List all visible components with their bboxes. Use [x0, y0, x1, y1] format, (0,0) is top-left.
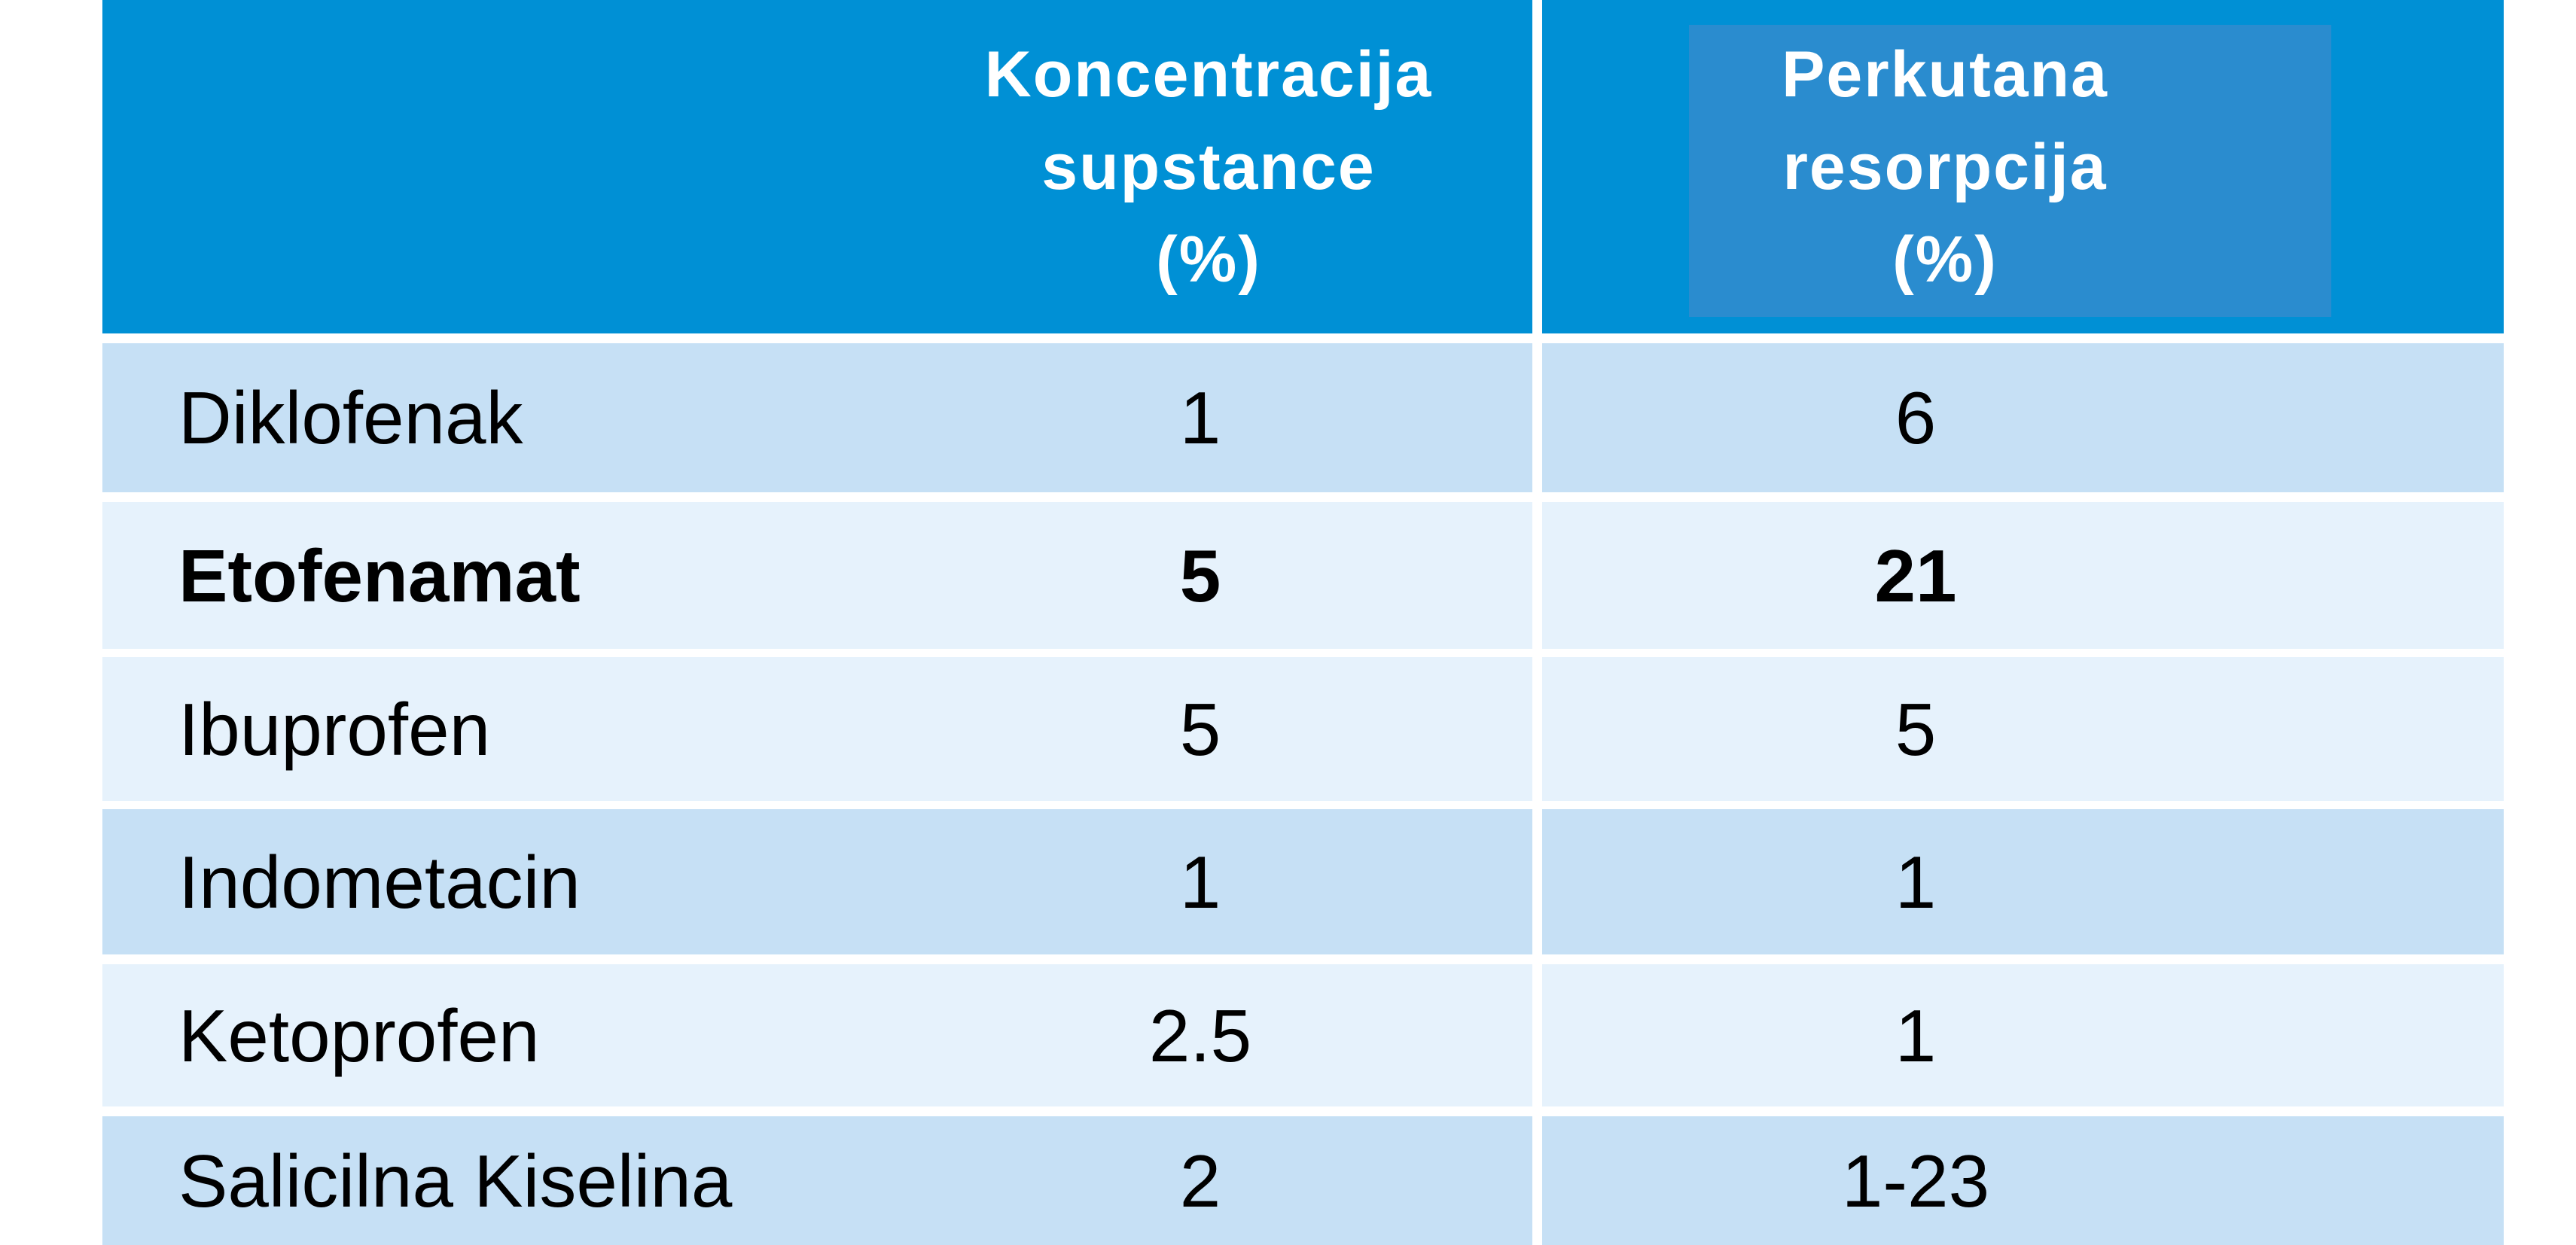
row-cell: [102, 809, 1532, 954]
concentration: 5: [1179, 534, 1221, 617]
row-cell: [102, 964, 1532, 1106]
concentration: 1: [1179, 840, 1221, 924]
concentration: 1: [1179, 376, 1221, 459]
resorption: 21: [1874, 534, 1957, 617]
header-text: Perkutana resorpcija (%): [1782, 38, 2108, 296]
header-highlight: [1689, 25, 2331, 317]
concentration: 2.5: [1148, 994, 1252, 1077]
resorption: 1-23: [1841, 1139, 1990, 1222]
row-cell: [102, 343, 1532, 492]
header-cell: [102, 0, 1532, 333]
substance-name: Indometacin: [178, 840, 581, 924]
substance-name: Diklofenak: [178, 376, 523, 459]
substance-name: Ketoprofen: [178, 994, 540, 1077]
row-cell: [1542, 1116, 2504, 1245]
resorption: 1: [1895, 840, 1937, 924]
row-cell: [102, 1116, 1532, 1245]
row-cell: [102, 657, 1532, 801]
resorption: 1: [1895, 994, 1937, 1077]
row-cell: [1542, 657, 2504, 801]
row-cell: [1542, 964, 2504, 1106]
row-cell: [102, 502, 1532, 649]
row-cell: [1542, 809, 2504, 954]
substance-name: Etofenamat: [178, 534, 581, 617]
row-cell: [1542, 502, 2504, 649]
concentration: 2: [1179, 1139, 1221, 1222]
substance-name: Salicilna Kiselina: [178, 1139, 733, 1222]
row-cell: [1542, 343, 2504, 492]
substance-name: Ibuprofen: [178, 687, 491, 771]
resorption: 6: [1895, 376, 1937, 459]
concentration: 5: [1179, 687, 1221, 771]
resorption: 5: [1895, 687, 1937, 771]
header-text: Koncentracija supstance (%): [984, 38, 1433, 296]
